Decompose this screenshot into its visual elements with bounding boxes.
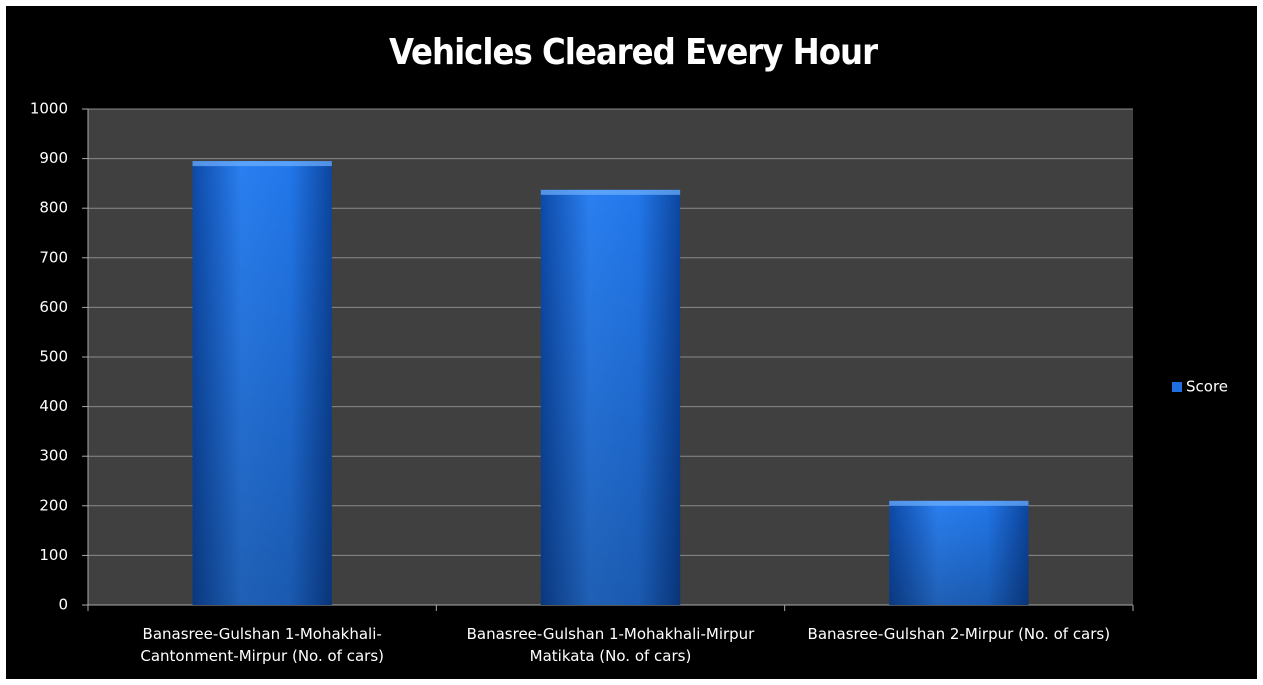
- legend-swatch: [1172, 382, 1182, 392]
- y-tick-label: 200: [39, 496, 68, 514]
- x-tick-label: Banasree-Gulshan 1-Mohakhali-Cantonment-…: [140, 625, 384, 665]
- y-tick-label: 0: [58, 596, 68, 614]
- y-tick-label: 100: [39, 546, 68, 564]
- y-tick-label: 400: [39, 397, 68, 415]
- x-tick-label: Banasree-Gulshan 2-Mirpur (No. of cars): [807, 625, 1111, 643]
- y-tick-label: 800: [39, 199, 68, 217]
- bar-shade: [192, 161, 332, 605]
- bar-top: [889, 500, 1029, 506]
- bar-shade: [540, 189, 681, 605]
- y-tick-label: 700: [39, 248, 68, 266]
- y-tick-label: 900: [39, 149, 68, 167]
- y-tick-label: 600: [39, 298, 68, 316]
- bar-top: [192, 161, 332, 167]
- chart-title: Vehicles Cleared Every Hour: [389, 32, 878, 73]
- bar-shade: [889, 500, 1029, 605]
- bar-top: [540, 189, 681, 195]
- y-tick-label: 500: [39, 348, 68, 366]
- legend-label: Score: [1186, 378, 1228, 396]
- x-tick-label: Banasree-Gulshan 1-Mohakhali-Mirpur Mati…: [466, 625, 755, 665]
- y-tick-label: 300: [39, 447, 68, 465]
- y-tick-label: 1000: [30, 100, 68, 118]
